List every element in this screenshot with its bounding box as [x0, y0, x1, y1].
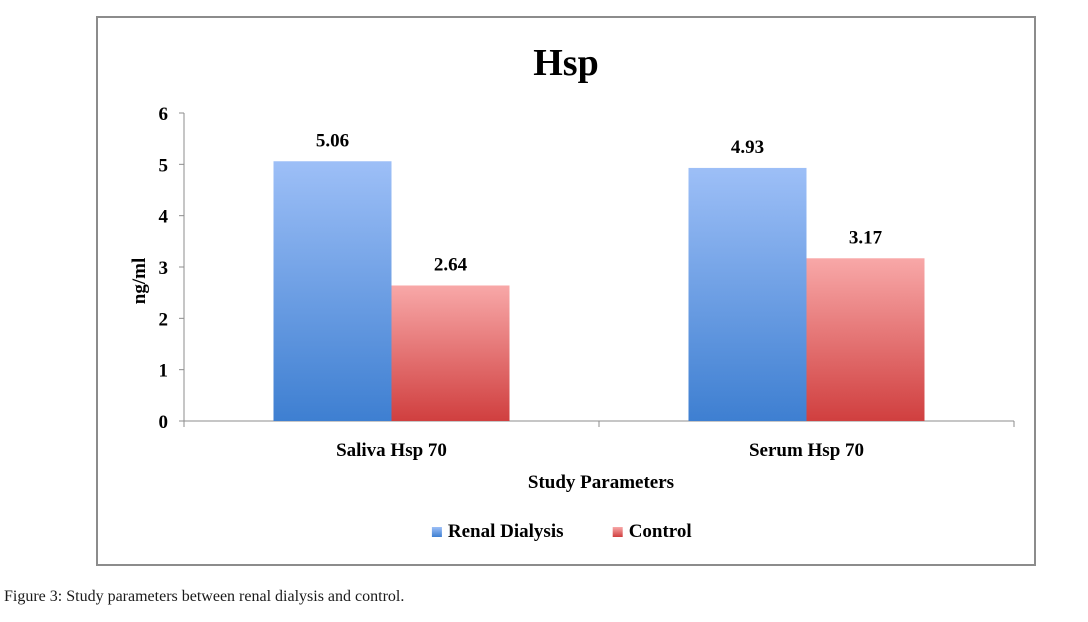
figure-caption: Figure 3: Study parameters between renal… — [4, 588, 404, 606]
bar-chart: Hsp ng/ml Study Parameters 0 1 2 3 4 5 6 5.06 2.… — [129, 42, 1015, 542]
data-label: 5.06 — [316, 130, 349, 151]
data-label: 2.64 — [434, 254, 468, 275]
x-tick-label: Serum Hsp 70 — [749, 440, 864, 461]
bar-control — [806, 258, 925, 421]
legend-label: Renal Dialysis — [448, 521, 564, 542]
chart-frame: Hsp ng/ml Study Parameters 0 1 2 3 4 5 6 5.06 2.… — [96, 16, 1036, 566]
y-tick-label: 2 — [159, 309, 169, 330]
data-label: 3.17 — [849, 227, 883, 248]
x-axis-label: Study Parameters — [528, 472, 674, 493]
y-tick-label: 5 — [159, 155, 169, 176]
x-tick-label: Saliva Hsp 70 — [336, 440, 447, 461]
y-axis-label: ng/ml — [129, 258, 150, 304]
chart-title: Hsp — [533, 42, 598, 84]
bar-control — [391, 285, 510, 421]
legend-swatch-renal-dialysis — [431, 527, 442, 537]
y-tick-label: 1 — [159, 361, 169, 382]
bar-renal-dialysis — [273, 161, 392, 421]
legend-swatch-control — [612, 527, 623, 537]
caption-text: Study parameters between renal dialysis … — [62, 588, 405, 605]
legend-label: Control — [629, 521, 692, 542]
bar-renal-dialysis — [688, 167, 807, 421]
y-tick-label: 3 — [159, 258, 169, 279]
y-tick-label: 4 — [159, 207, 169, 228]
y-tick-label: 0 — [159, 412, 169, 433]
caption-label: Figure 3: — [4, 588, 63, 605]
y-tick-label: 6 — [159, 104, 169, 125]
data-label: 4.93 — [731, 137, 764, 158]
